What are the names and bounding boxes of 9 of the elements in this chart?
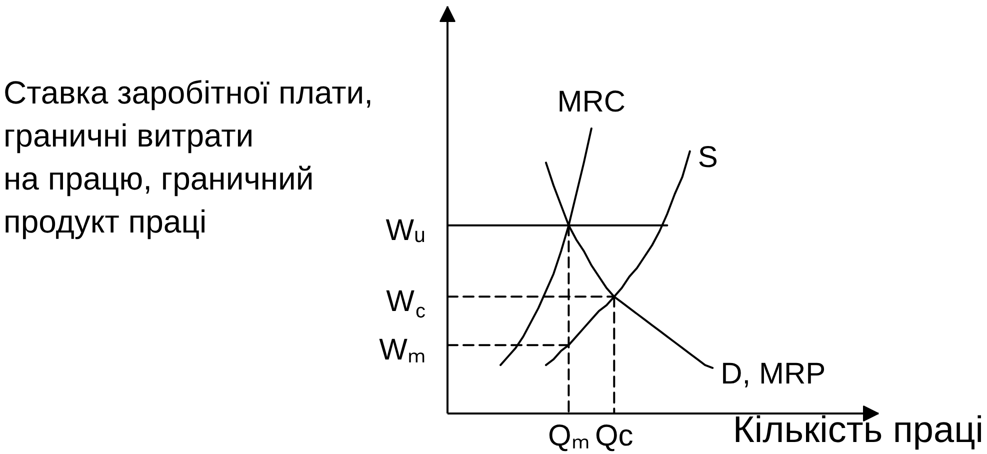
series-label: Wᵤ — [386, 214, 426, 247]
x-axis-title: Кількість праці — [732, 409, 984, 450]
x-tick-label: Qc — [594, 420, 634, 452]
x-tick-label: Qₘ — [548, 420, 590, 452]
series-label: D, MRP — [720, 357, 826, 390]
series-label: MRC — [557, 86, 626, 118]
y-axis-title: Ставка заробітної плати, граничні витрати на працю, граничний продукт праці — [4, 74, 374, 240]
series-label: S — [698, 140, 718, 174]
series-label: Wₘ — [379, 334, 426, 367]
